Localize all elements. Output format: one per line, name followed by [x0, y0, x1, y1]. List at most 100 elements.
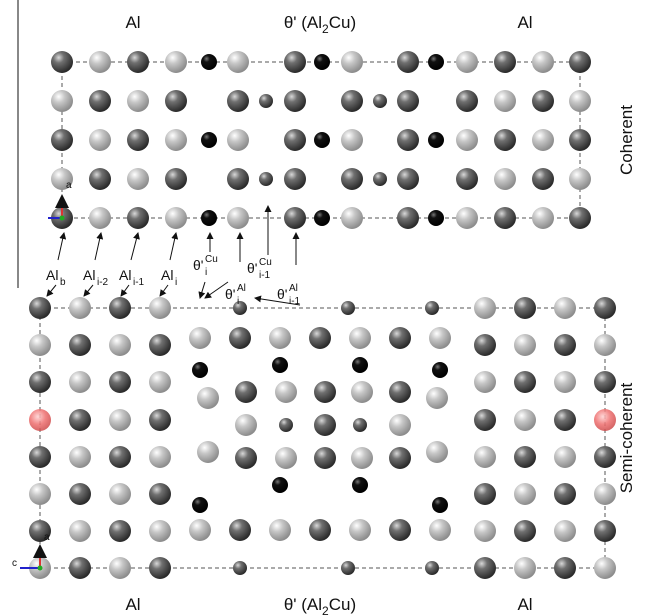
atom	[594, 371, 616, 393]
atom	[432, 497, 448, 513]
atom	[514, 297, 536, 319]
atom	[474, 371, 496, 393]
atom	[554, 409, 576, 431]
axis-origin	[60, 216, 65, 221]
atom	[284, 207, 306, 229]
atom	[149, 483, 171, 505]
region-label: Al	[517, 595, 532, 614]
atom	[554, 446, 576, 468]
atom	[165, 51, 187, 73]
annotation: Al	[46, 267, 58, 283]
atom	[89, 129, 111, 151]
atom	[594, 297, 616, 319]
atom	[494, 51, 516, 73]
atom	[532, 90, 554, 112]
atom	[69, 483, 91, 505]
atom	[233, 301, 247, 315]
pointer-arrow	[200, 282, 205, 298]
atom	[514, 334, 536, 356]
atom	[456, 129, 478, 151]
atom	[554, 483, 576, 505]
atom	[397, 168, 419, 190]
annotation-sub: b	[60, 277, 66, 288]
atom	[314, 54, 330, 70]
atom	[425, 561, 439, 575]
atom	[554, 371, 576, 393]
label-part: θ' (Al	[284, 595, 322, 614]
annotation: θ'	[225, 286, 235, 302]
atom	[69, 334, 91, 356]
atom	[341, 168, 363, 190]
atom	[389, 327, 411, 349]
atom	[456, 90, 478, 112]
atom	[69, 520, 91, 542]
atom	[269, 327, 291, 349]
atom	[89, 168, 111, 190]
atom	[428, 54, 444, 70]
atom	[284, 129, 306, 151]
atom	[259, 94, 273, 108]
pointer-arrow	[160, 285, 168, 296]
atom	[341, 51, 363, 73]
atom	[569, 168, 591, 190]
atom	[314, 414, 336, 436]
atom	[235, 414, 257, 436]
atom	[514, 520, 536, 542]
atom	[227, 207, 249, 229]
atom	[227, 129, 249, 151]
atom	[532, 168, 554, 190]
atom	[51, 51, 73, 73]
atom	[165, 90, 187, 112]
atom	[109, 446, 131, 468]
annotation-sub: i	[175, 277, 177, 288]
atom	[474, 483, 496, 505]
atom	[432, 362, 448, 378]
atom	[373, 94, 387, 108]
atom	[29, 371, 51, 393]
atom	[594, 520, 616, 542]
atom	[165, 168, 187, 190]
atom	[594, 409, 616, 431]
atom	[109, 409, 131, 431]
atom	[235, 381, 257, 403]
pointer-arrow	[170, 233, 176, 260]
annotation: Al	[83, 267, 95, 283]
axis-origin	[38, 566, 43, 571]
atom	[89, 51, 111, 73]
atom	[456, 51, 478, 73]
annotation: θ'	[247, 260, 257, 276]
atom	[514, 409, 536, 431]
side-label: Semi-coherent	[617, 382, 636, 493]
atom	[149, 409, 171, 431]
atom	[127, 168, 149, 190]
atom	[594, 446, 616, 468]
atom	[284, 168, 306, 190]
atom	[275, 381, 297, 403]
annotation: Al	[161, 267, 173, 283]
atom	[235, 447, 257, 469]
annotation-sub: i-1	[259, 270, 271, 281]
atom	[197, 387, 219, 409]
atom	[389, 519, 411, 541]
atom	[272, 357, 288, 373]
atom	[569, 129, 591, 151]
atom	[201, 54, 217, 70]
atom	[192, 497, 208, 513]
atom	[594, 557, 616, 579]
atom	[109, 334, 131, 356]
atom	[314, 447, 336, 469]
atom	[192, 362, 208, 378]
atom	[51, 129, 73, 151]
atom	[554, 557, 576, 579]
annotation: θ'	[193, 257, 203, 273]
pointer-arrow	[58, 233, 64, 260]
atom	[201, 132, 217, 148]
atom	[532, 51, 554, 73]
atom	[341, 129, 363, 151]
atom	[389, 381, 411, 403]
atom	[474, 557, 496, 579]
annotation: Al	[119, 267, 131, 283]
atom	[397, 207, 419, 229]
atom	[189, 327, 211, 349]
atom	[594, 483, 616, 505]
